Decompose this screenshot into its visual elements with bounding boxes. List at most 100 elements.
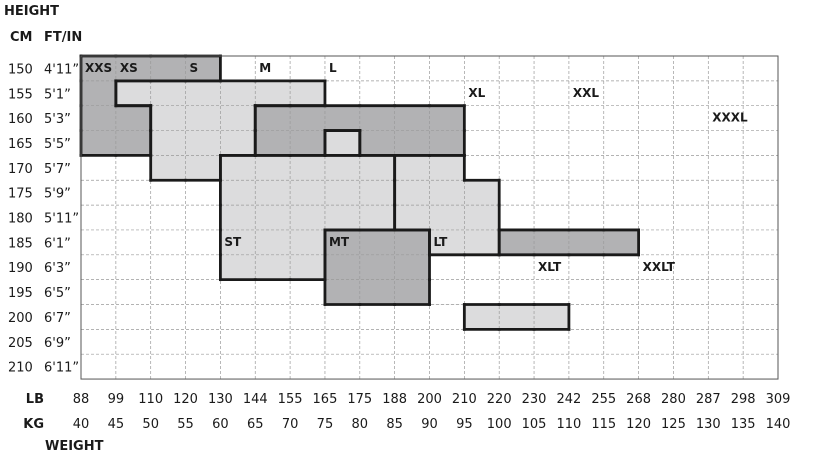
weight-lb-tick: 144: [243, 392, 268, 407]
weight-lb-tick: 298: [731, 392, 756, 407]
weight-kg-tick: 100: [487, 417, 512, 432]
height-ftin-tick: 6'1”: [44, 236, 71, 251]
weight-lb-tick: 268: [626, 392, 651, 407]
size-cell-st: [290, 155, 326, 281]
height-cm-tick: 170: [8, 162, 33, 177]
weight-kg-tick: 60: [212, 417, 229, 432]
weight-kg-tick: 55: [177, 417, 194, 432]
size-cell-l: [499, 229, 535, 256]
size-cell-mt: [394, 229, 430, 305]
weight-lb-tick: 230: [522, 392, 547, 407]
height-cm-header: CM: [10, 30, 32, 45]
weight-lb-tick: 130: [208, 392, 233, 407]
size-cell-mt: [359, 229, 396, 305]
height-cm-tick: 205: [8, 336, 33, 351]
height-cm-tick: 160: [8, 112, 33, 127]
size-label-xxs: XXS: [85, 61, 112, 75]
height-ftin-tick: 5'11”: [44, 212, 79, 227]
weight-kg-tick: 115: [591, 417, 616, 432]
weight-lb-tick: 242: [556, 392, 581, 407]
height-cm-tick: 190: [8, 261, 33, 276]
size-label-st: ST: [224, 235, 242, 249]
size-cell-l: [534, 229, 570, 256]
weight-kg-tick: 135: [731, 417, 756, 432]
weight-lb-tick: 120: [173, 392, 198, 407]
weight-lb-tick: 255: [591, 392, 616, 407]
weight-kg-tick: 40: [73, 417, 90, 432]
weight-lb-tick: 309: [766, 392, 791, 407]
axis-labels: HEIGHT CM FT/IN 150 4'11” 155 5'1” 160 5'3” 165 5'…: [4, 4, 790, 454]
weight-lb-tick: 220: [487, 392, 512, 407]
weight-lb-header: LB: [26, 392, 44, 407]
weight-lb-tick: 165: [313, 392, 338, 407]
size-label-mt: MT: [329, 235, 350, 249]
height-cm-tick: 180: [8, 212, 33, 227]
height-ftin-tick: 5'9”: [44, 187, 71, 202]
weight-kg-tick: 65: [247, 417, 264, 432]
weight-kg-tick: 120: [626, 417, 651, 432]
size-label-s: S: [190, 61, 199, 75]
size-borders: [79, 54, 779, 380]
height-cm-tick: 165: [8, 137, 33, 152]
weight-kg-tick: 80: [352, 417, 369, 432]
size-label-xlt: XLT: [538, 260, 562, 274]
height-ftin-header: FT/IN: [44, 30, 82, 45]
weight-axis-title: WEIGHT: [45, 439, 104, 454]
weight-lb-tick: 175: [347, 392, 372, 407]
weight-kg-header: KG: [23, 417, 44, 432]
size-cell-lt: [499, 304, 535, 330]
weight-lb-tick: 88: [73, 392, 90, 407]
size-cell-st: [220, 155, 256, 281]
weight-lb-tick: 287: [696, 392, 721, 407]
size-cell-xs: [115, 80, 152, 107]
weight-kg-tick: 90: [421, 417, 438, 432]
weight-lb-tick: 210: [452, 392, 477, 407]
weight-kg-tick: 75: [317, 417, 334, 432]
size-cell-l: [568, 229, 605, 256]
size-label-xxl: XXL: [573, 86, 600, 100]
size-label-xl: XL: [468, 86, 485, 100]
height-ftin-tick: 6'7”: [44, 311, 71, 326]
weight-kg-tick: 105: [522, 417, 547, 432]
height-cm-tick: 195: [8, 286, 33, 301]
height-ftin-tick: 6'5”: [44, 286, 71, 301]
height-cm-tick: 155: [8, 87, 33, 102]
weight-lb-tick: 110: [138, 392, 163, 407]
height-cm-tick: 175: [8, 187, 33, 202]
height-ftin-tick: 5'7”: [44, 162, 71, 177]
weight-lb-tick: 200: [417, 392, 442, 407]
height-ftin-tick: 6'3”: [44, 261, 71, 276]
weight-kg-tick: 110: [556, 417, 581, 432]
size-cell-mt: [324, 229, 361, 305]
height-ftin-tick: 6'9”: [44, 336, 71, 351]
weight-lb-tick: 99: [108, 392, 125, 407]
weight-lb-tick: 155: [278, 392, 303, 407]
size-label-xxlt: XXLT: [643, 260, 676, 274]
size-label-l: L: [329, 61, 337, 75]
size-cell-lt: [534, 304, 570, 330]
size-label-m: M: [259, 61, 271, 75]
size-region-l: [499, 229, 639, 256]
height-axis-title: HEIGHT: [4, 4, 59, 19]
height-ftin-tick: 5'1”: [44, 87, 71, 102]
weight-kg-tick: 70: [282, 417, 299, 432]
size-label-xs: XS: [120, 61, 138, 75]
weight-kg-tick: 140: [766, 417, 791, 432]
weight-lb-tick: 188: [382, 392, 407, 407]
weight-kg-tick: 45: [108, 417, 125, 432]
size-cell-l: [603, 229, 639, 256]
weight-kg-tick: 50: [142, 417, 159, 432]
height-cm-tick: 210: [8, 361, 33, 376]
height-ftin-tick: 5'3”: [44, 112, 71, 127]
weight-kg-tick: 95: [456, 417, 473, 432]
size-labels: XXS XS S M L XL XXL XXXL ST MT LT XLT XXLT: [85, 61, 748, 274]
height-cm-tick: 185: [8, 236, 33, 251]
size-label-xxxl: XXXL: [712, 111, 748, 125]
size-label-lt: LT: [434, 235, 449, 249]
size-region-lt: [429, 304, 570, 330]
weight-lb-tick: 280: [661, 392, 686, 407]
height-cm-tick: 150: [8, 62, 33, 77]
chart-frame: [80, 55, 779, 380]
height-cm-tick: 200: [8, 311, 33, 326]
